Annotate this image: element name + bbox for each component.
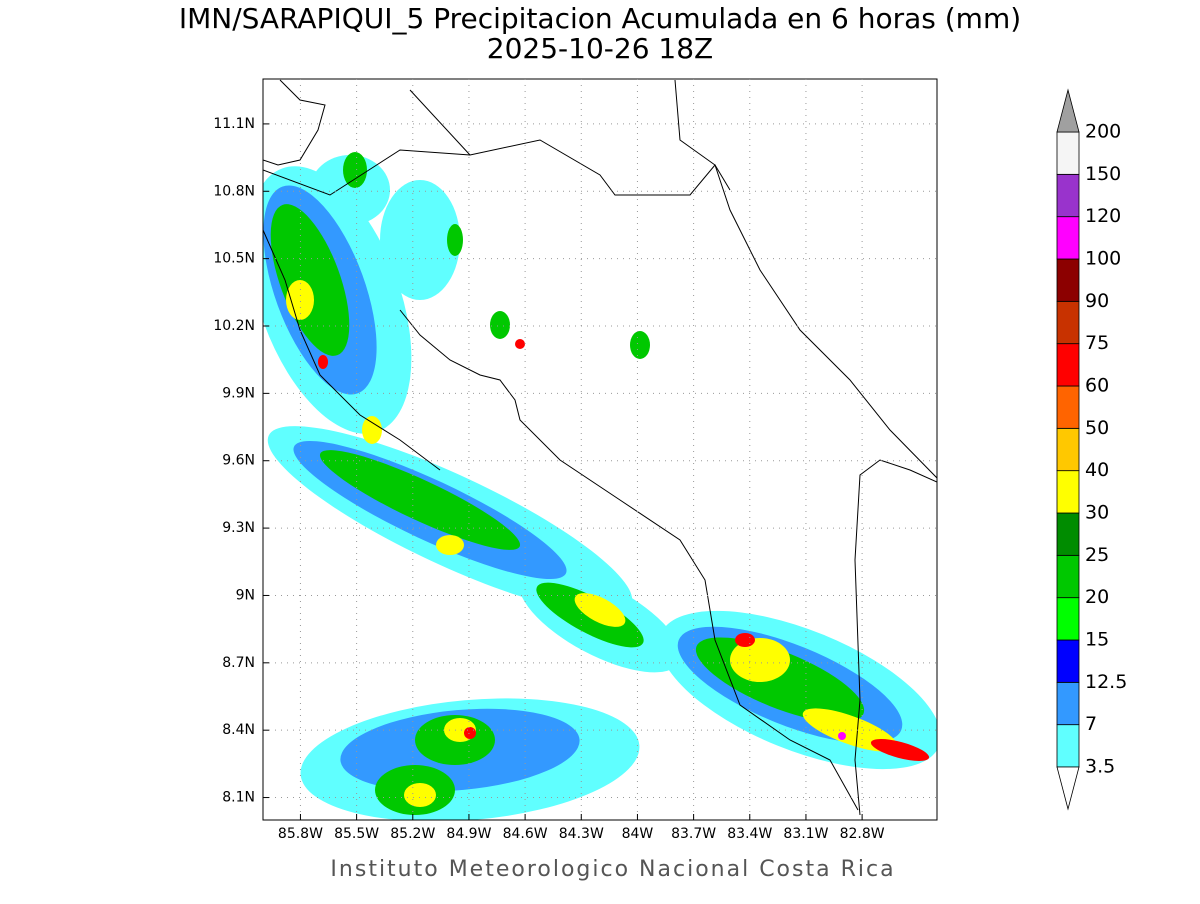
colorbar-box: [1056, 724, 1080, 768]
precipitation-field: [263, 152, 937, 820]
x-tick-label: 84.3W: [559, 826, 604, 842]
y-tick-label: 9.6N: [222, 453, 255, 469]
y-tick-label: 9N: [236, 587, 255, 603]
colorbar-box: [1056, 470, 1080, 514]
x-tick-label: 85.5W: [334, 826, 379, 842]
colorbar-label: 15: [1085, 629, 1109, 651]
y-tick-label: 8.7N: [222, 655, 255, 671]
coastlines: [263, 79, 937, 816]
colorbar-label: 150: [1085, 163, 1121, 185]
colorbar-label: 120: [1085, 205, 1121, 227]
colorbar-label: 7: [1085, 713, 1097, 735]
colorbar-label: 25: [1085, 544, 1109, 566]
colorbar-label: 3.5: [1085, 756, 1115, 778]
y-tick-label: 8.1N: [222, 790, 255, 806]
y-tick-label: 10.5N: [213, 251, 255, 267]
colorbar-box: [1056, 385, 1080, 429]
y-tick-label: 8.4N: [222, 722, 255, 738]
x-tick-label: 83.1W: [783, 826, 828, 842]
x-tick-label: 82.8W: [840, 826, 885, 842]
y-tick-label: 11.1N: [213, 116, 255, 132]
colorbar-box: [1056, 173, 1080, 218]
x-tick-label: 83.7W: [671, 826, 716, 842]
y-tick-label: 10.8N: [213, 183, 255, 199]
colorbar-box: [1056, 131, 1080, 175]
colorbar-label: 75: [1085, 332, 1109, 354]
colorbar-box: [1056, 300, 1080, 345]
colorbar-label: 200: [1085, 121, 1121, 143]
y-tick-label: 9.9N: [222, 385, 255, 401]
colorbar-label: 50: [1085, 417, 1109, 439]
colorbar-box: [1056, 216, 1080, 260]
map-frame: [262, 78, 938, 821]
colorbar-box: [1056, 639, 1080, 683]
footer: Instituto Meteorologico Nacional Costa R…: [330, 857, 895, 882]
y-tick-label: 9.3N: [222, 520, 255, 536]
x-tick-label: 84.9W: [446, 826, 491, 842]
colorbar-label: 60: [1085, 375, 1109, 397]
colorbar-box: [1056, 343, 1080, 387]
x-tick-label: 85.8W: [278, 826, 323, 842]
colorbar-box: [1056, 554, 1080, 599]
colorbar-label: 40: [1085, 459, 1109, 481]
colorbar-box: [1056, 597, 1080, 641]
colorbar-under-arrow: [1056, 766, 1080, 811]
colorbar-box: [1056, 427, 1080, 472]
colorbar-box: [1056, 512, 1080, 556]
subtitle: 2025-10-26 18Z: [487, 32, 713, 65]
colorbar-label: 30: [1085, 502, 1109, 524]
colorbar-label: 100: [1085, 248, 1121, 270]
y-tick-label: 10.2N: [213, 318, 255, 334]
x-tick-label: 83.4W: [727, 826, 772, 842]
colorbar-box: [1056, 258, 1080, 302]
colorbar-label: 90: [1085, 290, 1109, 312]
colorbar-over-arrow: [1056, 88, 1080, 133]
title: IMN/SARAPIQUI_5 Precipitacion Acumulada …: [179, 2, 1021, 35]
x-tick-label: 84.6W: [503, 826, 548, 842]
x-tick-label: 85.2W: [390, 826, 435, 842]
colorbar-label: 20: [1085, 586, 1109, 608]
colorbar-label: 12.5: [1085, 671, 1127, 693]
colorbar-box: [1056, 681, 1080, 726]
x-tick-label: 84W: [622, 826, 654, 842]
